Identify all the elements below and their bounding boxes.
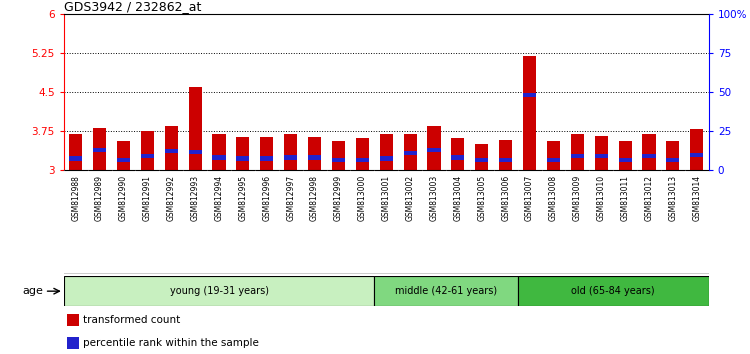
Text: GSM813010: GSM813010 — [597, 175, 606, 221]
Text: GSM813005: GSM813005 — [477, 175, 486, 221]
Text: GSM812997: GSM812997 — [286, 175, 296, 221]
Text: GSM812996: GSM812996 — [262, 175, 272, 221]
Text: GSM812988: GSM812988 — [71, 175, 80, 221]
Bar — [380, 156, 393, 161]
Bar — [476, 144, 488, 170]
Bar — [236, 156, 250, 161]
Text: GSM813000: GSM813000 — [358, 175, 367, 221]
Bar — [117, 141, 130, 170]
Bar — [404, 133, 417, 170]
Bar — [212, 133, 226, 170]
Text: GSM813014: GSM813014 — [692, 175, 701, 221]
Bar — [64, 276, 374, 306]
Bar — [427, 148, 440, 152]
Text: GSM812991: GSM812991 — [142, 175, 152, 221]
Bar — [69, 156, 82, 161]
Bar — [67, 314, 79, 326]
Bar — [332, 158, 345, 162]
Bar — [571, 154, 584, 159]
Bar — [380, 133, 393, 170]
Bar — [523, 56, 536, 170]
Bar — [427, 126, 440, 170]
Bar — [523, 93, 536, 97]
Bar — [547, 141, 560, 170]
Bar — [595, 136, 608, 170]
Bar — [476, 158, 488, 162]
Text: GSM813007: GSM813007 — [525, 175, 534, 221]
Bar — [117, 158, 130, 162]
Bar — [356, 138, 369, 170]
Text: age: age — [22, 286, 44, 296]
Text: GSM812995: GSM812995 — [238, 175, 248, 221]
Bar — [690, 130, 703, 170]
Bar — [93, 129, 106, 170]
Bar — [500, 140, 512, 170]
Text: GSM813009: GSM813009 — [573, 175, 582, 221]
Text: transformed count: transformed count — [83, 315, 180, 325]
Bar — [188, 150, 202, 154]
Bar — [93, 148, 106, 152]
Text: GSM812993: GSM812993 — [190, 175, 200, 221]
Text: middle (42-61 years): middle (42-61 years) — [395, 286, 497, 296]
Bar — [619, 158, 632, 162]
Bar — [452, 155, 464, 160]
Bar — [141, 131, 154, 170]
Bar — [547, 158, 560, 162]
Text: GSM813013: GSM813013 — [668, 175, 677, 221]
Bar — [67, 337, 79, 349]
Bar — [571, 133, 584, 170]
Bar — [666, 141, 680, 170]
Bar — [666, 158, 680, 162]
Text: GSM813012: GSM813012 — [644, 175, 653, 221]
Bar — [404, 151, 417, 155]
Bar — [284, 155, 297, 160]
Bar — [308, 155, 321, 160]
Bar — [165, 126, 178, 170]
Bar — [356, 158, 369, 162]
Text: GSM813011: GSM813011 — [621, 175, 630, 221]
Text: GSM813006: GSM813006 — [501, 175, 510, 221]
Text: GSM812992: GSM812992 — [166, 175, 176, 221]
Text: old (65-84 years): old (65-84 years) — [572, 286, 655, 296]
Text: percentile rank within the sample: percentile rank within the sample — [83, 338, 259, 348]
Text: GSM812989: GSM812989 — [95, 175, 104, 221]
Bar — [308, 137, 321, 170]
Bar — [643, 133, 656, 170]
Bar — [188, 87, 202, 170]
Bar — [518, 276, 709, 306]
Bar — [69, 133, 82, 170]
Bar — [690, 153, 703, 157]
Bar — [619, 141, 632, 170]
Bar — [141, 154, 154, 159]
Bar — [236, 137, 250, 170]
Text: GSM812990: GSM812990 — [119, 175, 128, 221]
Text: GSM812998: GSM812998 — [310, 175, 319, 221]
Text: GSM813004: GSM813004 — [454, 175, 463, 221]
Bar — [595, 154, 608, 159]
Text: GSM812999: GSM812999 — [334, 175, 343, 221]
Bar — [260, 156, 273, 161]
Bar — [374, 276, 518, 306]
Bar — [284, 133, 297, 170]
Text: GDS3942 / 232862_at: GDS3942 / 232862_at — [64, 0, 201, 13]
Text: GSM813003: GSM813003 — [430, 175, 439, 221]
Bar — [500, 158, 512, 162]
Bar — [165, 149, 178, 153]
Bar — [212, 155, 226, 160]
Bar — [643, 154, 656, 159]
Text: young (19-31 years): young (19-31 years) — [170, 286, 268, 296]
Text: GSM813001: GSM813001 — [382, 175, 391, 221]
Text: GSM813008: GSM813008 — [549, 175, 558, 221]
Bar — [332, 141, 345, 170]
Text: GSM813002: GSM813002 — [406, 175, 415, 221]
Bar — [260, 137, 273, 170]
Bar — [452, 138, 464, 170]
Text: GSM812994: GSM812994 — [214, 175, 223, 221]
